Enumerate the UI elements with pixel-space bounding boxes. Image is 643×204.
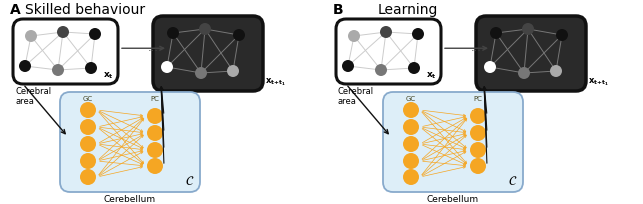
Circle shape [490,28,502,40]
Circle shape [227,66,239,78]
FancyBboxPatch shape [476,17,586,92]
Circle shape [80,136,96,152]
Text: $\mathcal{C}$: $\mathcal{C}$ [507,174,517,187]
Circle shape [52,65,64,77]
Circle shape [556,30,568,42]
Text: Skilled behaviour: Skilled behaviour [25,3,145,17]
Circle shape [147,142,163,158]
Circle shape [195,68,207,80]
Text: GC: GC [83,95,93,102]
Text: B: B [333,3,343,17]
Text: $\mathbf{x_t}$: $\mathbf{x_t}$ [426,70,437,81]
Circle shape [470,109,486,124]
Circle shape [57,27,69,39]
Circle shape [518,68,530,80]
Text: A: A [10,3,21,17]
Text: Cerebellum: Cerebellum [104,194,156,203]
Circle shape [233,30,245,42]
Circle shape [403,153,419,169]
Circle shape [199,24,211,36]
Circle shape [484,62,496,74]
Circle shape [342,61,354,73]
Circle shape [19,61,31,73]
Circle shape [89,29,101,41]
FancyBboxPatch shape [336,20,441,85]
Circle shape [403,136,419,152]
Circle shape [412,29,424,41]
Text: $\mathcal{C}$: $\mathcal{C}$ [185,174,194,187]
Text: $\mathbf{x_t}$: $\mathbf{x_t}$ [103,70,114,81]
Circle shape [25,31,37,43]
Circle shape [470,158,486,174]
Circle shape [380,27,392,39]
Circle shape [147,158,163,174]
FancyBboxPatch shape [383,93,523,192]
Text: Cerebral
area: Cerebral area [15,86,51,106]
Circle shape [167,28,179,40]
FancyBboxPatch shape [153,17,263,92]
Circle shape [85,63,97,75]
Circle shape [348,31,360,43]
Circle shape [522,24,534,36]
Text: PC: PC [150,95,159,102]
Text: Learning: Learning [378,3,438,17]
Circle shape [80,102,96,118]
Text: GC: GC [406,95,416,102]
Text: PC: PC [473,95,482,102]
Text: $\mathbf{x_{t\!+\!t_1}}$: $\mathbf{x_{t\!+\!t_1}}$ [588,76,609,88]
Circle shape [403,102,419,118]
Circle shape [147,109,163,124]
Circle shape [403,119,419,135]
Text: $\mathbf{x_{t\!+\!t_1}}$: $\mathbf{x_{t\!+\!t_1}}$ [265,76,286,88]
Circle shape [550,66,562,78]
Text: ...: ... [471,43,482,53]
Circle shape [161,62,173,74]
Text: Cerebellum: Cerebellum [427,194,479,203]
Circle shape [147,125,163,141]
Circle shape [80,153,96,169]
Text: Cerebral
area: Cerebral area [338,86,374,106]
Circle shape [375,65,387,77]
FancyBboxPatch shape [13,20,118,85]
Circle shape [403,169,419,185]
Text: ...: ... [147,43,158,53]
Circle shape [80,169,96,185]
Circle shape [470,142,486,158]
Circle shape [80,119,96,135]
Circle shape [408,63,420,75]
Circle shape [470,125,486,141]
FancyBboxPatch shape [60,93,200,192]
